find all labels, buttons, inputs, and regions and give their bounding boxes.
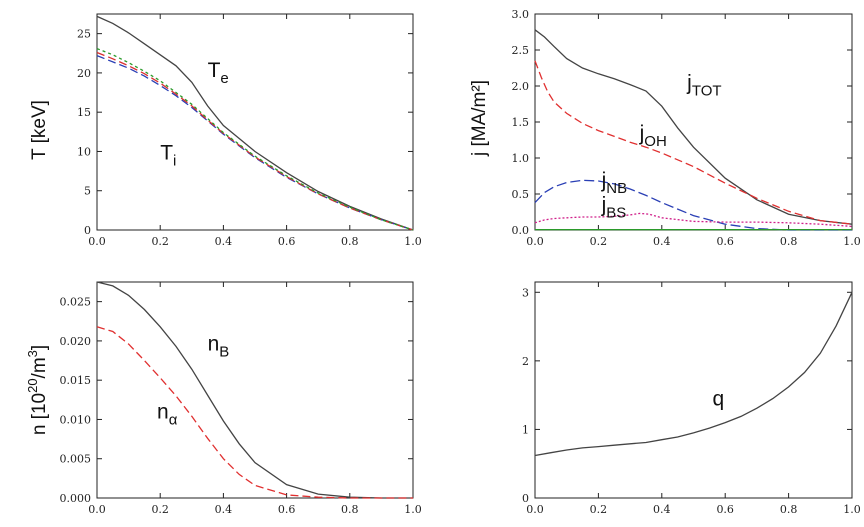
current-density-y-tick-label: 1.0 xyxy=(512,152,530,165)
temperature-line-ti xyxy=(96,54,414,231)
density-ylabel-unit-exponent: 3 xyxy=(25,350,40,357)
density-ylabel-main: n [10 xyxy=(29,393,50,435)
current-density-line-joh xyxy=(534,60,853,225)
safety-factor-panel: 0.0 0.2 0.4 0.6 0.8 1.0 0 1 2 3 q xyxy=(522,281,861,516)
temperature-x-tick-label: 0.4 xyxy=(215,235,233,248)
density-x-tick-label: 1.0 xyxy=(404,503,422,516)
density-series-label: nB xyxy=(208,332,230,360)
density-line-n xyxy=(96,326,413,499)
density-line-nb xyxy=(96,281,413,499)
current-density-y-tick-label: 3.0 xyxy=(512,8,530,21)
current-density-y-tick-label: 2.0 xyxy=(512,80,530,93)
current-density-series-label: jBS xyxy=(601,193,627,221)
safety-factor-x-tick-label: 0.4 xyxy=(653,503,671,516)
current-density-x-tick-label: 0.2 xyxy=(590,235,608,248)
current-density-x-tick-label: 0.4 xyxy=(653,235,671,248)
current-density-x-tick-label: 0.0 xyxy=(526,235,544,248)
safety-factor-x-tick-label: 0.8 xyxy=(780,503,798,516)
density-y-tick-label: 0.020 xyxy=(60,335,92,348)
temperature-x-tick-label: 0.8 xyxy=(341,235,359,248)
safety-factor-frame xyxy=(534,281,853,499)
current-density-line-jtot xyxy=(534,29,853,225)
temperature-y-tick-label: 15 xyxy=(77,106,91,119)
temperature-panel: T [keV] 0.0 0.2 0.4 0.6 0.8 1.0 0 5 10 15 20 25 Te Ti xyxy=(29,13,422,248)
current-density-series-label: jNB xyxy=(601,169,628,197)
density-x-tick-label: 0.6 xyxy=(278,503,296,516)
current-density-line-jbs xyxy=(534,212,853,228)
safety-factor-x-tick-label: 0.2 xyxy=(590,503,608,516)
current-density-series-label: jOH xyxy=(639,122,667,150)
safety-factor-y-tick-label: 0 xyxy=(522,492,529,505)
safety-factor-line-q xyxy=(534,292,853,457)
density-ylabel-close: ] xyxy=(29,345,50,350)
temperature-series-label: Te xyxy=(208,59,229,87)
density-y-tick-label: 0.010 xyxy=(60,413,92,426)
density-y-tick-label: 0.000 xyxy=(60,492,92,505)
current-density-y-tick-label: 2.5 xyxy=(512,44,530,57)
temperature-line-series-2 xyxy=(96,51,414,231)
temperature-y-axis-label: T [keV] xyxy=(29,100,50,160)
temperature-series-label: Ti xyxy=(160,141,176,169)
safety-factor-x-tick-label: 0.6 xyxy=(716,503,734,516)
temperature-y-tick-label: 5 xyxy=(84,185,91,198)
temperature-y-tick-label: 0 xyxy=(84,224,91,237)
temperature-frame xyxy=(96,13,414,231)
density-x-tick-label: 0.8 xyxy=(341,503,359,516)
current-density-y-axis-label: j [MA/m²] xyxy=(469,80,490,157)
temperature-x-tick-label: 1.0 xyxy=(404,235,422,248)
current-density-x-tick-label: 0.6 xyxy=(716,235,734,248)
density-x-tick-label: 0.0 xyxy=(88,503,106,516)
density-x-tick-label: 0.2 xyxy=(151,503,169,516)
temperature-x-tick-label: 0.2 xyxy=(151,235,169,248)
current-density-series-label: jTOT xyxy=(686,72,721,100)
temperature-x-tick-label: 0.0 xyxy=(88,235,106,248)
density-frame xyxy=(96,281,414,499)
safety-factor-x-tick-label: 1.0 xyxy=(843,503,861,516)
temperature-y-tick-label: 10 xyxy=(77,145,91,158)
density-y-tick-label: 0.025 xyxy=(60,296,92,309)
density-y-axis-label: n [1020/m3] xyxy=(25,345,50,435)
safety-factor-x-tick-label: 0.0 xyxy=(526,503,544,516)
safety-factor-y-tick-label: 2 xyxy=(522,355,529,368)
current-density-panel: j [MA/m²] 0.0 0.2 0.4 0.6 0.8 1.0 0.0 0.5 1.0 1.5… xyxy=(469,8,861,248)
density-series-label: nα xyxy=(157,401,178,429)
safety-factor-y-tick-label: 1 xyxy=(522,423,529,436)
current-density-y-tick-label: 0.5 xyxy=(512,188,530,201)
current-density-x-tick-label: 1.0 xyxy=(843,235,861,248)
density-panel: n [1020/m3] 0.0 0.2 0.4 0.6 0.8 1.0 0.000 0.005… xyxy=(25,281,422,516)
density-y-tick-label: 0.015 xyxy=(60,374,92,387)
temperature-x-tick-label: 0.6 xyxy=(278,235,296,248)
current-density-x-tick-label: 0.8 xyxy=(780,235,798,248)
current-density-y-tick-label: 0.0 xyxy=(512,224,530,237)
density-y-tick-label: 0.005 xyxy=(60,453,92,466)
current-density-frame xyxy=(534,13,853,231)
safety-factor-series-label: q xyxy=(713,387,725,410)
current-density-y-tick-label: 1.5 xyxy=(512,116,530,129)
temperature-line-series-3 xyxy=(96,47,414,231)
safety-factor-y-tick-label: 3 xyxy=(522,286,529,299)
density-ylabel-unit: /m xyxy=(29,357,50,378)
density-x-tick-label: 0.4 xyxy=(215,503,233,516)
current-density-line-jnb xyxy=(534,179,852,231)
temperature-y-tick-label: 20 xyxy=(77,67,91,80)
temperature-y-tick-label: 25 xyxy=(77,28,91,41)
density-ylabel-exponent: 20 xyxy=(25,378,40,392)
temperature-line-te xyxy=(96,15,414,231)
